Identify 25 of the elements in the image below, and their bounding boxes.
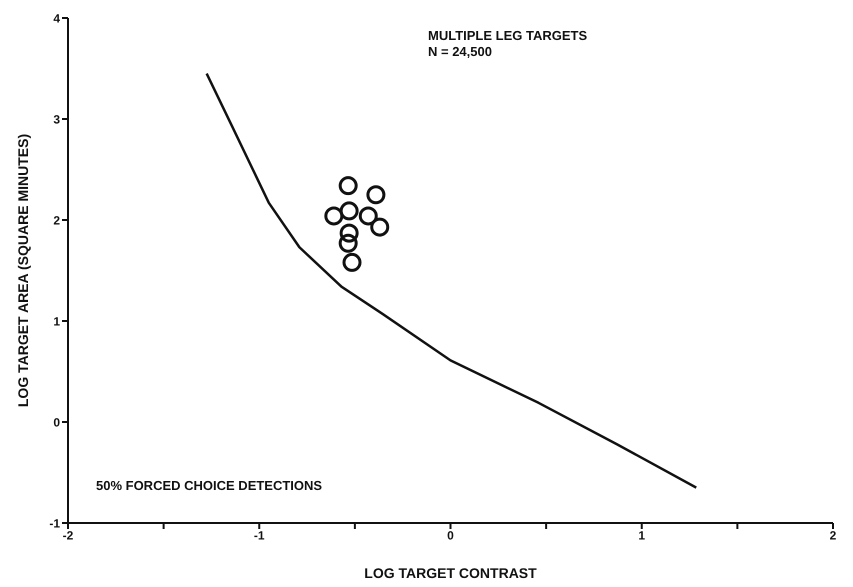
y-tick-label: 1 — [53, 314, 60, 328]
point — [338, 176, 358, 196]
x-tick-label: 2 — [830, 528, 837, 543]
y-tick-label: -1 — [49, 516, 60, 530]
text: MULTIPLE LEG TARGETS — [428, 28, 588, 43]
x-tick-label: -1 — [254, 528, 265, 543]
point — [338, 234, 358, 253]
y-tick-label: 4 — [53, 11, 60, 26]
point — [366, 185, 386, 204]
point — [370, 218, 390, 237]
x-tick-label: 0 — [447, 528, 454, 543]
x-tick-label: 1 — [638, 528, 646, 543]
point — [340, 224, 359, 243]
point — [358, 206, 378, 226]
x-tick-label: -2 — [62, 528, 74, 543]
point — [340, 201, 359, 220]
y-axis-title: LOG TARGET AREA (SQUARE MINUTES) — [14, 134, 31, 408]
y-tick-label: 0 — [53, 415, 60, 430]
annotation: 50% FORCED CHOICE DETECTIONS — [96, 478, 322, 493]
y-tick-label: 2 — [53, 213, 60, 228]
y-tick-label: 3 — [53, 112, 60, 126]
x-axis-title: LOG TARGET CONTRAST — [364, 565, 538, 581]
point — [342, 252, 362, 272]
point — [324, 206, 344, 226]
annotation: N = 24,500 — [428, 44, 492, 59]
